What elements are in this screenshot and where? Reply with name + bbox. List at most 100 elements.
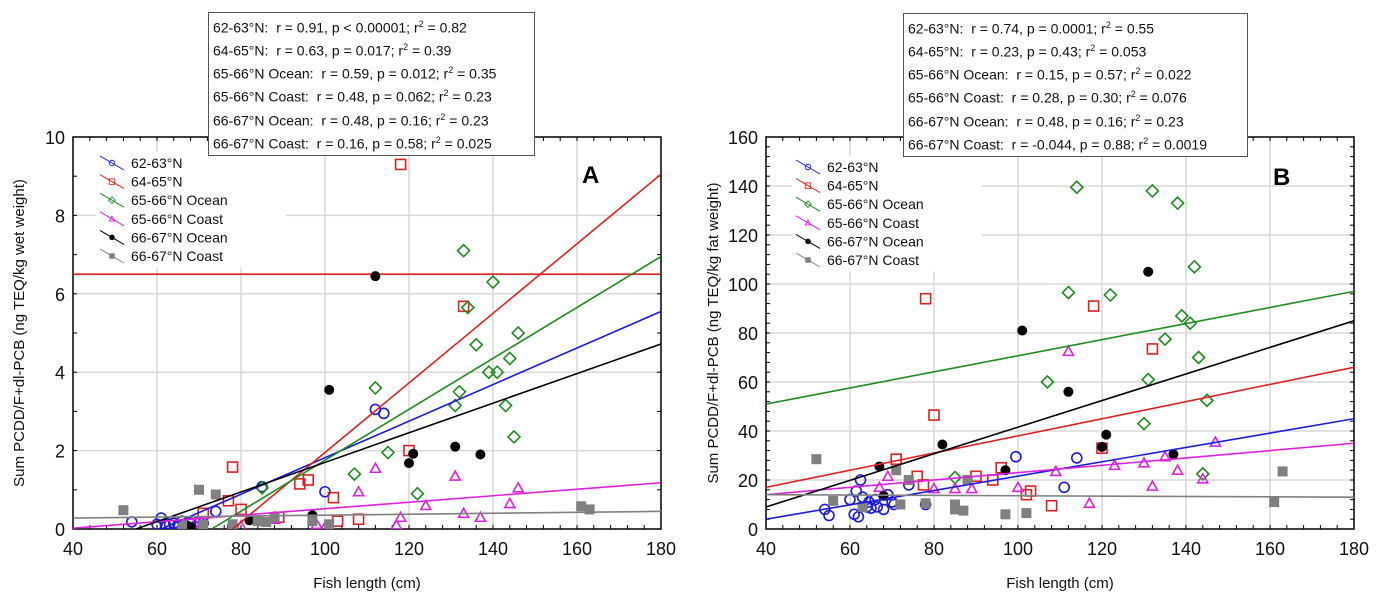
data-point xyxy=(937,439,948,450)
legend-item: 64-65°N xyxy=(795,178,879,194)
data-point xyxy=(857,501,868,512)
data-point xyxy=(1101,429,1112,440)
legend-label: 65-66°N Coast xyxy=(131,211,223,227)
legend-marker xyxy=(804,163,812,171)
data-point xyxy=(235,519,247,529)
legend-marker xyxy=(805,238,811,245)
data-point xyxy=(307,516,318,527)
y-tick-label: 10 xyxy=(45,128,65,148)
data-point xyxy=(828,495,839,506)
x-tick-label: 160 xyxy=(1255,539,1285,559)
legend-line xyxy=(795,178,821,194)
x-tick-label: 100 xyxy=(1003,539,1033,559)
data-point xyxy=(227,519,238,529)
data-point xyxy=(1040,374,1055,390)
data-point xyxy=(485,274,501,290)
legend-item: 65-66°N Ocean xyxy=(795,196,924,212)
legend-marker xyxy=(109,234,115,241)
legend-line xyxy=(99,211,125,227)
stats-line: 66-67°N Ocean: r = 0.48, p = 0.16; r2 = … xyxy=(213,111,489,129)
x-tick-label: 100 xyxy=(310,539,340,559)
legend-label: 64-65°N xyxy=(131,174,183,190)
data-point xyxy=(226,461,239,473)
data-point xyxy=(474,510,487,523)
y-tick-label: 0 xyxy=(748,520,758,540)
x-tick-label: 60 xyxy=(147,539,167,559)
data-point xyxy=(380,445,396,460)
chart-panel-a: 40 60 80 100 120 140 160 180 0 2 4 6 8 10 Fish length … xyxy=(11,128,676,592)
regression-line-65-66-n-coast xyxy=(73,481,661,529)
legend-item: 66-67°N Ocean xyxy=(99,229,228,245)
legend-line xyxy=(99,174,125,190)
x-tick-label: 60 xyxy=(840,539,860,559)
data-point xyxy=(1157,331,1173,347)
stats-line: 65-66°N Coast: r = 0.28, p = 0.30; r2 = … xyxy=(908,89,1187,107)
legend-label: 65-66°N Ocean xyxy=(131,192,228,208)
data-point xyxy=(1170,196,1185,211)
data-point xyxy=(457,300,470,313)
legend-label: 66-67°N Ocean xyxy=(131,229,228,245)
data-point xyxy=(1010,450,1022,463)
stats-line: 62-63°N: r = 0.91, p < 0.00001; r2 = 0.8… xyxy=(213,19,467,36)
legend-marker xyxy=(804,219,812,226)
data-point xyxy=(927,481,941,494)
panel-label: B xyxy=(1273,164,1290,191)
legend-label: 66-67°N Coast xyxy=(827,252,919,268)
data-point xyxy=(1103,287,1118,303)
stats-line: 62-63°N: r = 0.74, p = 0.0001; r2 = 0.55 xyxy=(908,20,1155,37)
plot-area xyxy=(766,180,1354,523)
legend-marker xyxy=(108,178,116,185)
data-point xyxy=(891,465,902,476)
x-axis-title: Fish length (cm) xyxy=(1006,575,1114,592)
x-tick-label: 180 xyxy=(646,539,676,559)
stats-line: 65-66°N Ocean: r = 0.15, p = 0.57; r2 = … xyxy=(908,66,1192,83)
legend-item: 65-66°N Coast xyxy=(99,211,223,227)
panel-label: A xyxy=(582,162,599,189)
data-point xyxy=(576,501,587,512)
y-tick-label: 6 xyxy=(55,285,65,305)
chart-panel-b: 40 60 80 100 120 140 160 180 0 20 40 60 80 100 120 140 1… xyxy=(705,128,1369,592)
stats-line: 66-67°N Coast: r = -0.044, p = 0.88; r2 … xyxy=(908,135,1207,153)
series-66-67-n-coast xyxy=(118,484,595,529)
data-point xyxy=(460,300,475,315)
legend-marker xyxy=(108,196,116,205)
data-point xyxy=(811,454,822,465)
legend-line xyxy=(99,155,125,171)
data-point xyxy=(475,449,486,460)
legend-marker xyxy=(805,257,811,263)
regression-line-64-65-n xyxy=(766,366,1354,489)
regression-line-66-67-n-coast xyxy=(766,493,1354,498)
data-point xyxy=(873,480,886,493)
series-65-66-n-ocean xyxy=(947,180,1215,485)
data-point xyxy=(347,466,362,482)
data-point xyxy=(854,474,867,486)
data-point xyxy=(502,351,517,366)
data-point xyxy=(1021,508,1032,519)
data-point xyxy=(1069,180,1084,195)
stats-line: 65-66°N Ocean: r = 0.59, p = 0.012; r2 =… xyxy=(213,65,497,82)
data-point xyxy=(118,505,129,516)
data-point xyxy=(1141,372,1156,387)
data-point xyxy=(920,498,931,509)
data-point xyxy=(1146,479,1159,491)
data-point xyxy=(408,448,419,459)
data-point xyxy=(1061,285,1076,300)
legend-line xyxy=(795,196,821,212)
y-tick-label: 160 xyxy=(728,128,758,148)
data-point xyxy=(958,505,969,516)
data-point xyxy=(410,486,425,501)
x-tick-label: 40 xyxy=(756,539,776,559)
data-point xyxy=(950,504,960,515)
y-tick-label: 40 xyxy=(738,422,758,442)
data-point xyxy=(1087,300,1100,312)
data-point xyxy=(210,489,221,500)
data-point xyxy=(252,516,263,527)
data-point xyxy=(1062,344,1075,357)
data-point xyxy=(1083,496,1096,509)
data-point xyxy=(177,519,188,529)
legend-line xyxy=(795,159,821,175)
legend-label: 62-63°N xyxy=(131,155,183,171)
legend-marker xyxy=(108,159,116,167)
legend-item: 64-65°N xyxy=(99,174,183,190)
